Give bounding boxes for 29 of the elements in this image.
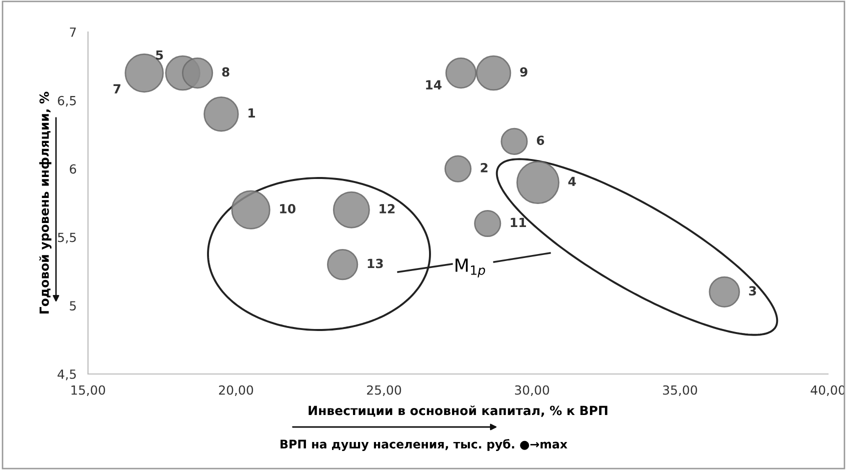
y-tick-label: 5,5 (58, 232, 76, 244)
annotation: 7 (114, 84, 120, 94)
x-tick-label: 30,00 (515, 385, 550, 396)
y-tick-label: 6,5 (58, 96, 76, 107)
annotation: 1 (248, 108, 255, 118)
x-tick-label: 25,00 (367, 385, 402, 396)
annotation: 4 (568, 176, 576, 186)
annotation: 3 (749, 286, 756, 296)
y-tick-label: 6 (70, 164, 76, 174)
y-axis-title: Годовой уровень инфляции, % (39, 92, 52, 314)
annotation: 9 (520, 67, 528, 77)
annotation: 2 (480, 162, 488, 172)
annotation: 14 (426, 80, 442, 90)
x-tick-label: 20,00 (219, 385, 254, 396)
x-tick-label: 15,00 (71, 385, 106, 396)
x-tick-label: 35,00 (663, 385, 698, 396)
annotation: 6 (536, 136, 544, 146)
annotation: 12 (380, 204, 395, 214)
annotation: 8 (222, 67, 230, 77)
annotation: 11 (510, 218, 526, 227)
y-tick-label: 7 (70, 28, 76, 37)
text: ВРП на душу населения, тыс. руб. ●→max (280, 439, 568, 451)
x-axis-title: Инвестиции в основной капитал, % к ВРП (308, 405, 608, 417)
annotation: M$_{1p}$ (456, 258, 486, 278)
y-tick-label: 5 (70, 301, 76, 311)
y-tick-label: 4,5 (58, 370, 76, 380)
annotation: 13 (368, 258, 383, 268)
annotation: 5 (156, 50, 163, 60)
annotation: 10 (280, 204, 296, 214)
